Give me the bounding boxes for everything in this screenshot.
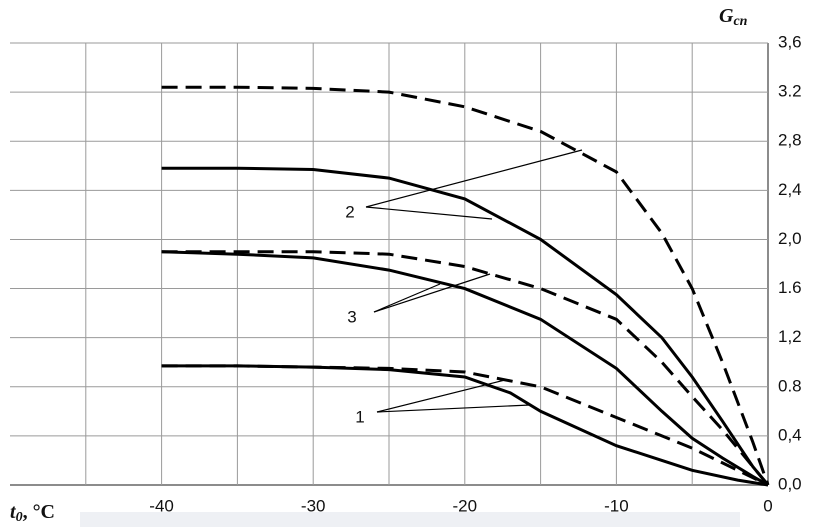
- x-tick-label: -20: [453, 496, 478, 515]
- series-line: [161, 250, 770, 486]
- leader-line: [373, 283, 441, 313]
- leader-line: [376, 379, 506, 413]
- x-label-unit: , °C: [23, 501, 55, 523]
- leader-line: [365, 149, 583, 208]
- y-tick-label: 1,2: [778, 327, 802, 346]
- y-label-main: G: [719, 5, 734, 27]
- scan-strip: [80, 512, 740, 527]
- curve-label: 1: [355, 407, 364, 426]
- series-line: [161, 364, 769, 487]
- y-tick-label: 2,0: [778, 229, 802, 248]
- y-axis-label: Gcn: [719, 5, 748, 30]
- series-line: [161, 364, 769, 487]
- y-tick-label: 3,6: [778, 32, 802, 51]
- y-label-sub: cn: [733, 14, 747, 29]
- curve-label: 2: [345, 202, 354, 221]
- leader-line: [365, 206, 493, 220]
- x-tick-label: -30: [301, 496, 326, 515]
- leader-line: [376, 404, 531, 413]
- x-tick-label: 0: [763, 496, 772, 515]
- series-line: [161, 166, 770, 486]
- series-line: [161, 85, 770, 486]
- x-label-sub: 0: [16, 510, 23, 525]
- x-tick-label: -40: [149, 496, 174, 515]
- y-tick-label: 0,4: [778, 425, 802, 444]
- y-tick-label: 3.2: [778, 82, 802, 101]
- y-tick-label: 1.6: [778, 278, 802, 297]
- curve-label: 3: [347, 307, 356, 326]
- y-tick-label: 2,4: [778, 180, 802, 199]
- leader-line: [373, 273, 491, 313]
- y-tick-label: 0,0: [778, 474, 802, 493]
- series-line: [161, 250, 769, 487]
- x-tick-label: -10: [604, 496, 629, 515]
- x-label-main: t: [10, 501, 17, 523]
- x-axis-label: t0, °C: [10, 501, 55, 526]
- y-tick-label: 2,8: [778, 131, 802, 150]
- y-tick-label: 0.8: [778, 376, 802, 395]
